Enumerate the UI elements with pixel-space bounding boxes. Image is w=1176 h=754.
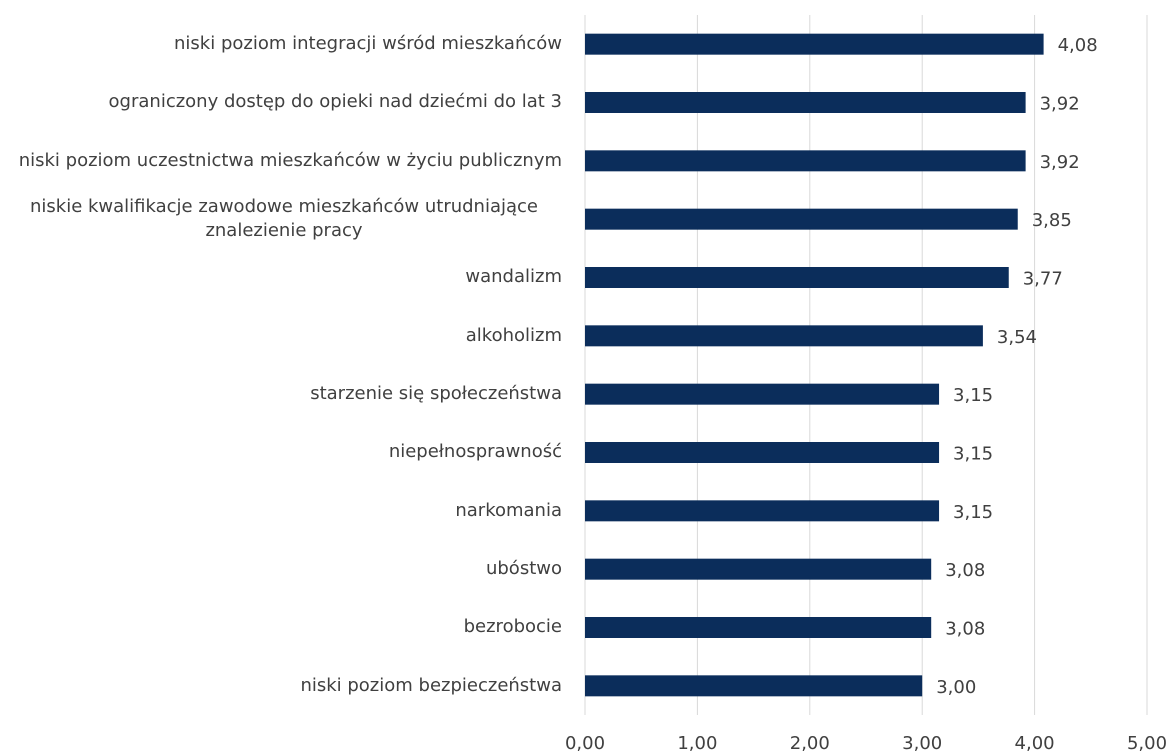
value-label: 3,08	[945, 619, 985, 640]
bar	[585, 325, 983, 347]
category-label: wandalizm	[465, 266, 562, 288]
x-tick-label: 1,00	[677, 733, 717, 754]
category-label: narkomania	[455, 499, 562, 521]
bar	[585, 267, 1009, 288]
value-label: 3,00	[936, 677, 976, 698]
category-label-box: bezrobocie	[0, 598, 562, 656]
x-tick-label: 2,00	[790, 733, 830, 754]
category-label-row: narkomania	[0, 482, 562, 540]
category-label-row: niepełnosprawność	[0, 423, 562, 481]
value-label: 3,85	[1032, 210, 1072, 231]
value-label: 4,08	[1058, 35, 1098, 56]
category-label-box: niepełnosprawność	[0, 423, 562, 481]
category-label: niski poziom bezpieczeństwa	[300, 674, 562, 696]
value-label: 3,15	[953, 385, 993, 406]
x-tick-label: 3,00	[902, 733, 942, 754]
category-label-row: niski poziom integracji wśród mieszkańcó…	[0, 15, 562, 73]
x-tick-label: 5,00	[1127, 733, 1167, 754]
bar	[585, 558, 932, 580]
category-label: alkoholizm	[465, 324, 562, 346]
category-label-box: starzenie się społeczeństwa	[0, 365, 562, 423]
value-label: 3,92	[1040, 152, 1080, 173]
category-label-box: alkoholizm	[0, 307, 562, 365]
value-label: 3,54	[997, 327, 1037, 348]
bar	[585, 442, 940, 463]
category-label-row: niski poziom uczestnictwa mieszkańców w …	[0, 132, 562, 190]
category-label-row: bezrobocie	[0, 598, 562, 656]
category-label-row: ubóstwo	[0, 540, 562, 598]
category-label-row: niskie kwalifikacje zawodowe mieszkańców…	[0, 190, 562, 248]
category-label: starzenie się społeczeństwa	[310, 383, 562, 404]
category-label: niski poziom uczestnictwa mieszkańców w …	[18, 149, 562, 171]
bar	[585, 500, 940, 522]
category-label-box: narkomania	[0, 482, 562, 540]
value-label: 3,08	[945, 560, 985, 581]
category-label-row: niski poziom bezpieczeństwa	[0, 657, 562, 715]
value-label: 3,15	[953, 502, 993, 523]
category-label-box: ubóstwo	[0, 540, 562, 598]
category-label-box: ograniczony dostęp do opieki nad dziećmi…	[0, 73, 562, 131]
bar	[585, 150, 1026, 172]
bar	[585, 208, 1018, 230]
category-label: ograniczony dostęp do opieki nad dziećmi…	[108, 91, 562, 113]
category-label: niskie kwalifikacje zawodowe mieszkańców…	[30, 196, 538, 241]
category-label: ubóstwo	[485, 558, 562, 579]
value-label: 3,92	[1040, 94, 1080, 115]
category-label-box: wandalizm	[0, 248, 562, 306]
x-tick-label: 4,00	[1015, 733, 1055, 754]
category-label: niepełnosprawność	[388, 441, 562, 463]
category-label-row: ograniczony dostęp do opieki nad dziećmi…	[0, 73, 562, 131]
category-label: niski poziom integracji wśród mieszkańcó…	[174, 33, 562, 54]
category-label-box: niskie kwalifikacje zawodowe mieszkańców…	[0, 190, 562, 248]
bar	[585, 675, 923, 697]
x-tick-label: 0,00	[565, 733, 605, 754]
category-label-box: niski poziom bezpieczeństwa	[0, 657, 562, 715]
category-label-row: starzenie się społeczeństwa	[0, 365, 562, 423]
category-label-box: niski poziom integracji wśród mieszkańcó…	[0, 15, 562, 73]
bar	[585, 33, 1044, 55]
category-label-box: niski poziom uczestnictwa mieszkańców w …	[0, 132, 562, 190]
value-label: 3,77	[1023, 269, 1063, 290]
bar	[585, 617, 932, 638]
bar	[585, 383, 940, 405]
bar	[585, 92, 1026, 113]
value-label: 3,15	[953, 444, 993, 465]
category-label-row: wandalizm	[0, 248, 562, 306]
category-label: bezrobocie	[463, 616, 562, 638]
category-label-row: alkoholizm	[0, 307, 562, 365]
